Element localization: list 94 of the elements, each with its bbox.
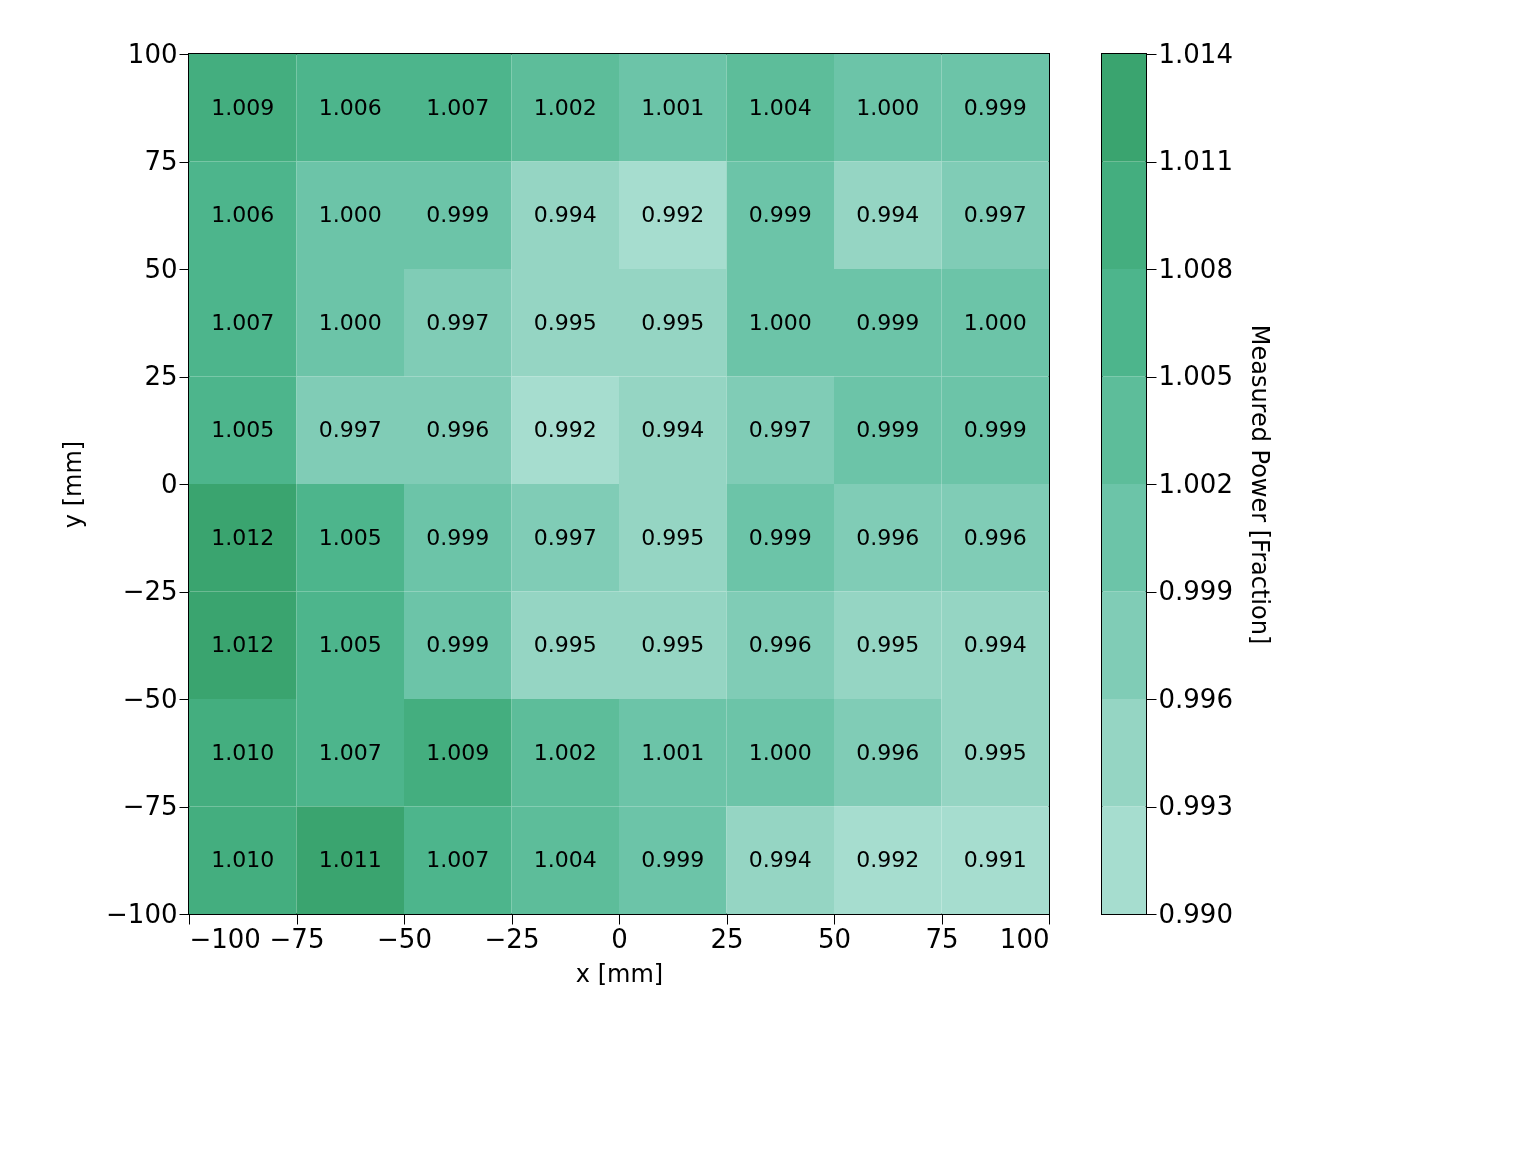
data-label: 1.011	[318, 847, 382, 873]
y-tick-label: −100	[106, 898, 178, 929]
data-label: 0.995	[533, 309, 597, 335]
data-label: 1.007	[426, 847, 490, 873]
data-label: 1.006	[211, 202, 275, 228]
color-bar-label: 0.996	[1158, 683, 1233, 714]
data-label: 1.007	[318, 739, 382, 765]
data-label: 0.996	[963, 524, 1027, 550]
y-tick-label: 100	[127, 38, 178, 69]
x-tick-label: 100	[999, 923, 1050, 954]
data-label: 0.992	[856, 847, 920, 873]
color-bar-label: 1.008	[1158, 253, 1233, 284]
color-bar-label: 0.993	[1158, 791, 1233, 821]
data-label: 0.999	[856, 309, 920, 335]
y-tick-label: 75	[144, 146, 178, 176]
color-bar-label: 0.999	[1158, 576, 1233, 606]
data-label: 1.012	[211, 524, 275, 550]
data-label: 0.995	[641, 632, 705, 658]
data-label: 1.000	[748, 309, 812, 335]
data-label: 1.005	[318, 632, 382, 658]
x-axis-title: x [mm]	[575, 959, 664, 988]
data-label: 1.002	[533, 739, 597, 765]
data-label: 0.994	[963, 632, 1027, 658]
y-tick-label: 50	[144, 253, 178, 284]
data-label: 1.000	[856, 94, 920, 120]
data-label: 0.999	[426, 202, 490, 228]
color-bar-title: Measured Power [Fraction]	[1245, 324, 1274, 645]
data-label: 0.997	[426, 309, 490, 335]
data-label: 1.002	[533, 94, 597, 120]
data-label: 0.999	[748, 524, 812, 550]
y-axis-title: y [mm]	[59, 440, 88, 529]
data-label: 0.999	[426, 632, 490, 658]
data-label: 0.992	[641, 202, 705, 228]
data-label: 1.005	[318, 524, 382, 550]
data-label: 0.999	[963, 417, 1027, 443]
data-label: 0.999	[748, 202, 812, 228]
data-label: 0.994	[641, 417, 705, 443]
data-label: 1.001	[641, 739, 705, 765]
data-label: 1.004	[533, 847, 597, 873]
data-label: 1.007	[211, 309, 275, 335]
data-label: 0.994	[856, 202, 920, 228]
data-label: 0.995	[963, 739, 1027, 765]
data-label: 1.012	[211, 632, 275, 658]
color-bar-label: 1.011	[1158, 146, 1233, 176]
x-tick-label: 75	[925, 923, 959, 954]
x-tick-label: −25	[484, 923, 540, 954]
x-tick-label: −50	[377, 923, 432, 954]
data-label: 1.004	[748, 94, 812, 120]
color-bar-label: 1.005	[1158, 361, 1233, 391]
data-label: 0.997	[963, 202, 1027, 228]
data-label: 0.997	[533, 524, 597, 550]
data-label: 0.997	[748, 417, 812, 443]
y-tick-label: −25	[122, 576, 178, 606]
data-label: 0.996	[426, 417, 490, 443]
data-label: 0.996	[748, 632, 812, 658]
data-label: 1.010	[211, 847, 275, 873]
data-label: 0.995	[856, 632, 920, 658]
color-bar-label: 1.002	[1158, 468, 1233, 499]
y-tick-label: −50	[122, 683, 178, 714]
data-label: 0.999	[641, 847, 705, 873]
data-label: 1.010	[211, 739, 275, 765]
data-label: 1.007	[426, 94, 490, 120]
data-label: 1.006	[318, 94, 382, 120]
data-label: 0.994	[533, 202, 597, 228]
data-label: 0.999	[856, 417, 920, 443]
data-label: 1.009	[426, 739, 490, 765]
color-bar-label: 1.014	[1158, 38, 1233, 69]
data-label: 0.995	[641, 524, 705, 550]
data-label: 0.996	[856, 524, 920, 550]
x-tick-label: 0	[611, 923, 628, 954]
x-tick-label: 25	[710, 923, 744, 954]
data-label: 1.000	[748, 739, 812, 765]
data-label: 1.000	[963, 309, 1027, 335]
data-label: 1.001	[641, 94, 705, 120]
color-bar-label: 0.990	[1158, 898, 1233, 929]
data-label: 0.997	[318, 417, 382, 443]
data-label: 0.995	[641, 309, 705, 335]
data-label: 1.000	[318, 202, 382, 228]
y-tick-label: 0	[160, 468, 178, 499]
data-label: 0.994	[748, 847, 812, 873]
y-tick-label: −75	[122, 791, 178, 821]
x-tick-label: −75	[269, 923, 325, 954]
x-tick-label: 50	[817, 923, 852, 954]
data-label: 0.992	[533, 417, 597, 443]
data-label: 0.996	[856, 739, 920, 765]
x-tick-label: −100	[189, 923, 261, 954]
data-label: 0.999	[426, 524, 490, 550]
data-label: 0.995	[533, 632, 597, 658]
data-label: 0.999	[963, 94, 1027, 120]
data-label: 0.991	[963, 847, 1027, 873]
data-label: 1.009	[211, 94, 275, 120]
data-label: 1.000	[318, 309, 382, 335]
y-tick-label: 25	[144, 361, 178, 391]
data-label: 1.005	[211, 417, 275, 443]
